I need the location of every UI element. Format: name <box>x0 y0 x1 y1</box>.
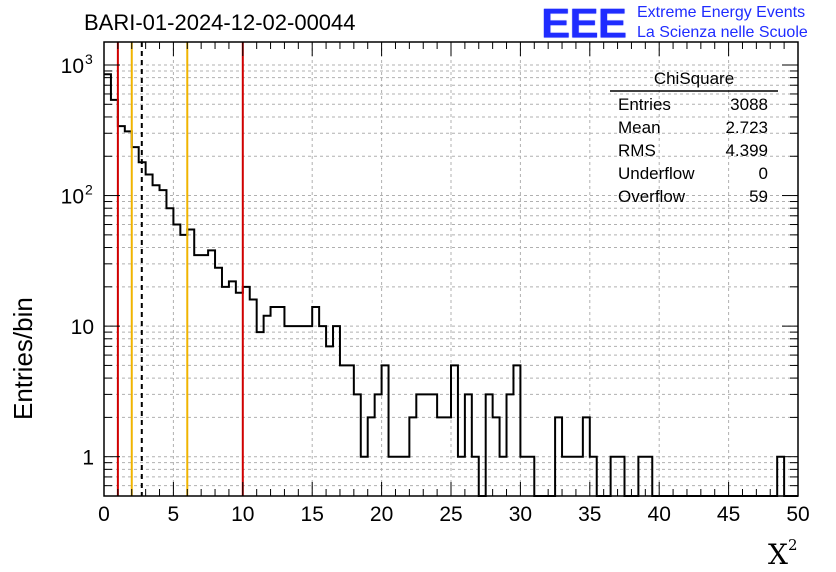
x-axis-label-superscript: 2 <box>787 536 798 554</box>
stats-row-value: 3088 <box>730 95 768 114</box>
logo-line-1: Extreme Energy Events <box>637 4 806 21</box>
y-tick-label: 10 <box>71 316 94 339</box>
x-tick-label: 10 <box>231 503 254 526</box>
grid-lines <box>104 42 798 496</box>
stats-title: ChiSquare <box>654 69 734 88</box>
logo-line-2: La Scienza nelle Scuole <box>637 24 808 41</box>
histogram-series <box>104 73 798 497</box>
y-tick-label: 10 <box>61 55 84 78</box>
x-tick-label: 15 <box>301 503 324 526</box>
stats-box: ChiSquare Entries 3088 Mean 2.723 RMS 4.399 Und… <box>610 69 778 206</box>
stats-row-label: Mean <box>618 118 661 137</box>
stats-row-value: 4.399 <box>725 141 768 160</box>
stats-row-label: Underflow <box>618 164 695 183</box>
stats-row-value: 2.723 <box>725 118 768 137</box>
chart-title: BARI-01-2024-12-02-00044 <box>84 10 356 35</box>
y-tick-label: 1 <box>82 447 94 470</box>
x-tick-label: 20 <box>370 503 393 526</box>
histogram-outline <box>104 73 798 497</box>
y-tick-exponent: 2 <box>85 182 93 198</box>
eee-logo: EEE <box>541 0 627 47</box>
stats-row-value: 59 <box>749 187 768 206</box>
marker-lines <box>116 42 244 496</box>
x-axis-label-base: X <box>768 538 788 571</box>
x-axis-label: X2 <box>768 536 797 571</box>
stats-row-label: Overflow <box>618 187 686 206</box>
x-tick-label: 25 <box>439 503 462 526</box>
x-tick-label: 35 <box>578 503 601 526</box>
x-tick-label: 30 <box>509 503 532 526</box>
x-tick-label: 0 <box>98 503 110 526</box>
y-tick-exponent: 3 <box>85 51 93 67</box>
x-tick-label: 5 <box>168 503 180 526</box>
y-tick-label: 10 <box>61 186 84 209</box>
stats-row-label: Entries <box>618 95 671 114</box>
stats-row-label: RMS <box>618 141 656 160</box>
x-tick-label: 40 <box>648 503 671 526</box>
stats-row-value: 0 <box>759 164 768 183</box>
x-tick-label: 45 <box>717 503 740 526</box>
x-tick-label: 50 <box>786 503 809 526</box>
